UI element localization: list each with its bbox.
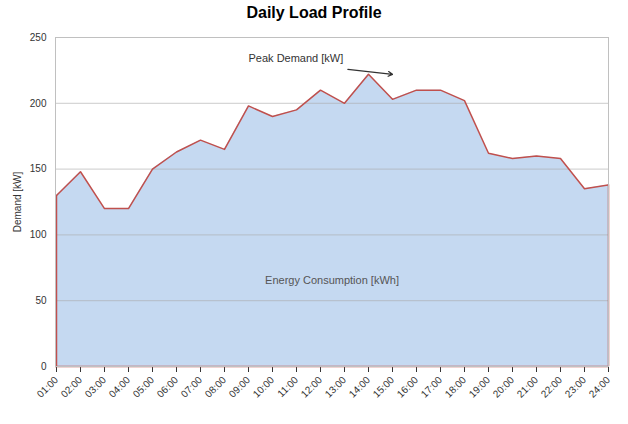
svg-text:Energy Consumption [kWh]: Energy Consumption [kWh] xyxy=(265,274,399,286)
svg-text:200: 200 xyxy=(30,98,47,109)
svg-text:150: 150 xyxy=(30,163,47,174)
svg-text:21:00: 21:00 xyxy=(515,374,541,400)
svg-text:18:00: 18:00 xyxy=(443,374,469,400)
svg-text:09:00: 09:00 xyxy=(227,374,253,400)
svg-text:15:00: 15:00 xyxy=(371,374,397,400)
svg-text:23:00: 23:00 xyxy=(563,374,589,400)
svg-text:50: 50 xyxy=(35,295,47,306)
svg-text:11:00: 11:00 xyxy=(275,374,300,399)
svg-text:10:00: 10:00 xyxy=(251,374,277,400)
svg-text:01:00: 01:00 xyxy=(35,374,61,400)
svg-text:100: 100 xyxy=(30,229,47,240)
svg-text:22:00: 22:00 xyxy=(539,374,565,400)
svg-text:12:00: 12:00 xyxy=(299,374,325,400)
svg-text:06:00: 06:00 xyxy=(155,374,181,400)
svg-text:17:00: 17:00 xyxy=(419,374,445,400)
svg-text:02:00: 02:00 xyxy=(59,374,85,400)
svg-text:0: 0 xyxy=(41,361,47,372)
svg-text:Demand [kW]: Demand [kW] xyxy=(12,171,23,232)
svg-text:19:00: 19:00 xyxy=(467,374,493,400)
svg-text:16:00: 16:00 xyxy=(395,374,421,400)
svg-text:250: 250 xyxy=(30,32,47,43)
svg-text:Peak Demand [kW]: Peak Demand [kW] xyxy=(249,52,344,64)
svg-text:07:00: 07:00 xyxy=(179,374,205,400)
svg-text:04:00: 04:00 xyxy=(107,374,133,400)
svg-text:14:00: 14:00 xyxy=(347,374,373,400)
svg-text:03:00: 03:00 xyxy=(83,374,109,400)
svg-text:24:00: 24:00 xyxy=(587,374,613,400)
svg-text:05:00: 05:00 xyxy=(131,374,157,400)
svg-text:08:00: 08:00 xyxy=(203,374,229,400)
svg-text:20:00: 20:00 xyxy=(491,374,517,400)
html-text:Daily Load Profile: Daily Load Profile xyxy=(246,4,382,21)
svg-text:13:00: 13:00 xyxy=(323,374,349,400)
